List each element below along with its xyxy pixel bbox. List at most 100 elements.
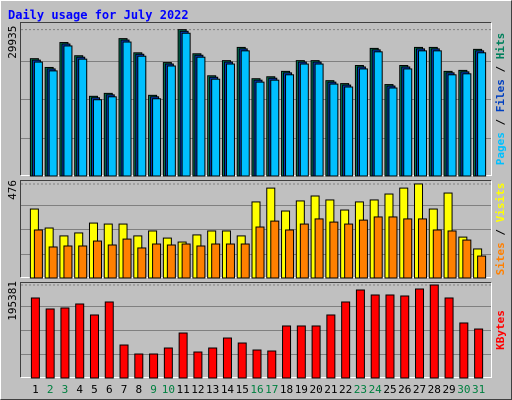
- legend-entry: KBytes: [494, 310, 507, 350]
- bar: [107, 244, 117, 279]
- bar: [196, 56, 206, 177]
- bar: [326, 314, 336, 379]
- bar: [255, 226, 265, 279]
- bar: [75, 303, 85, 379]
- bar: [252, 349, 262, 379]
- bar: [137, 55, 147, 177]
- bar: [63, 245, 73, 279]
- bar: [30, 297, 40, 379]
- bar: [314, 218, 324, 279]
- legend: KBytes: [494, 310, 507, 350]
- legend-separator: /: [494, 222, 507, 242]
- bar: [196, 245, 206, 279]
- x-tick-label: 4: [76, 383, 83, 396]
- bar: [45, 308, 55, 379]
- bar: [388, 216, 398, 279]
- x-tick-label: 9: [150, 383, 157, 396]
- bar: [459, 322, 469, 379]
- bar: [432, 50, 442, 177]
- bar: [178, 332, 188, 379]
- bar: [211, 243, 221, 279]
- bar: [63, 45, 73, 177]
- legend-separator: /: [494, 59, 507, 79]
- bar: [344, 86, 354, 177]
- x-tick-label: 27: [413, 383, 426, 396]
- bar: [119, 344, 129, 379]
- bar: [447, 74, 457, 177]
- bar: [355, 289, 365, 379]
- bar: [474, 328, 484, 379]
- bar: [285, 74, 295, 177]
- y-tick-label: 476: [6, 180, 19, 200]
- x-tick-label: 8: [135, 383, 142, 396]
- bar: [282, 325, 292, 379]
- bar: [462, 73, 472, 177]
- bar: [166, 65, 176, 177]
- bar: [78, 58, 88, 177]
- bar: [388, 87, 398, 177]
- bar: [403, 218, 413, 279]
- x-tick-label: 17: [265, 383, 278, 396]
- bar: [267, 350, 277, 379]
- bar: [134, 353, 144, 379]
- bar: [415, 288, 425, 379]
- x-tick-label: 23: [354, 383, 367, 396]
- bar: [270, 79, 280, 177]
- bar: [149, 353, 159, 379]
- x-tick-label: 20: [309, 383, 322, 396]
- x-tick-label: 3: [62, 383, 69, 396]
- chart-title: Daily usage for July 2022: [8, 8, 189, 22]
- bar: [403, 68, 413, 177]
- bar: [237, 342, 247, 379]
- bar: [329, 83, 339, 177]
- bar: [477, 255, 487, 279]
- bar: [222, 337, 232, 379]
- bar: [270, 220, 280, 279]
- bar: [447, 230, 457, 279]
- bar: [225, 243, 235, 279]
- x-tick-label: 2: [47, 383, 54, 396]
- x-tick-label: 24: [369, 383, 383, 396]
- x-tick-label: 25: [383, 383, 396, 396]
- legend-entry: Hits: [494, 33, 507, 60]
- x-tick-label: 22: [339, 383, 352, 396]
- bar: [48, 70, 58, 177]
- plot-border-light: [20, 282, 492, 378]
- bar: [255, 81, 265, 177]
- bar: [358, 219, 368, 279]
- legend: Pages / Files / Hits: [494, 33, 507, 166]
- bar: [299, 63, 309, 177]
- bar: [344, 223, 354, 279]
- plot-border-light: [20, 180, 492, 278]
- bar: [385, 294, 395, 379]
- bar: [208, 347, 218, 379]
- bar: [429, 284, 439, 379]
- bar: [370, 294, 380, 379]
- bar: [373, 51, 383, 177]
- bar: [462, 239, 472, 279]
- x-tick-label: 7: [121, 383, 128, 396]
- bar: [240, 243, 250, 279]
- x-tick-label: 16: [250, 383, 263, 396]
- x-tick-label: 28: [428, 383, 441, 396]
- legend-entry: Files: [494, 79, 507, 112]
- bar: [285, 229, 295, 279]
- bar: [418, 218, 428, 279]
- bar: [240, 50, 250, 177]
- bar: [211, 78, 221, 177]
- bar: [92, 240, 102, 279]
- bar: [60, 307, 70, 379]
- bar: [33, 229, 43, 279]
- x-tick-label: 26: [398, 383, 411, 396]
- x-tick-label: 30: [457, 383, 470, 396]
- legend-entry: Visits: [494, 183, 507, 223]
- bar: [314, 63, 324, 177]
- bar: [107, 96, 117, 177]
- bar: [163, 347, 173, 379]
- plot-border-light: [20, 22, 492, 176]
- x-tick-label: 12: [191, 383, 204, 396]
- bar: [418, 50, 428, 177]
- bar: [92, 99, 102, 177]
